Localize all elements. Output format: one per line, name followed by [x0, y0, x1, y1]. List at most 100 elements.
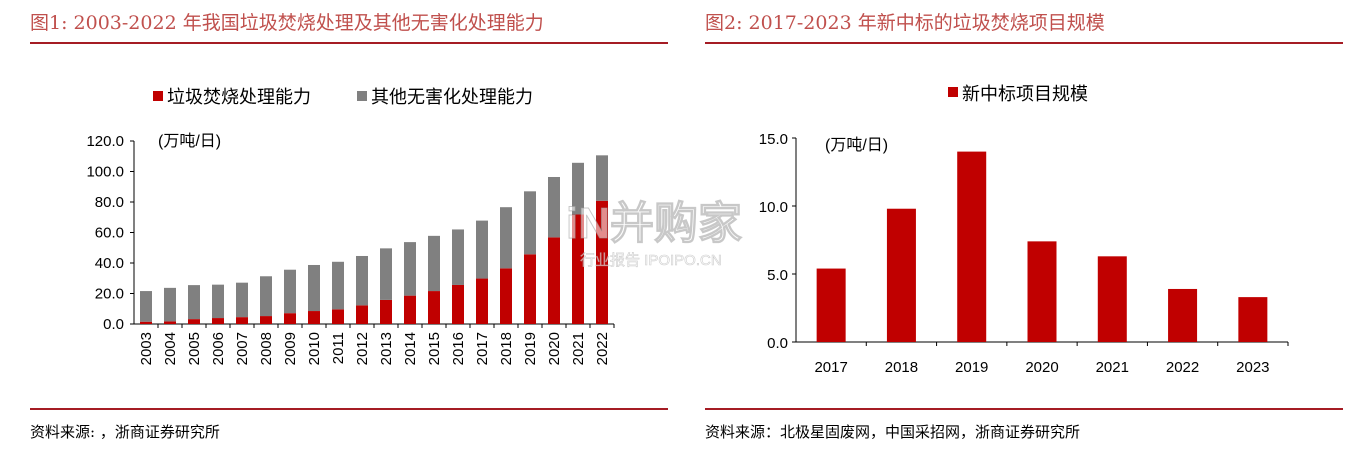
x-tick-label: 2018: [498, 332, 515, 365]
bar: [164, 287, 176, 322]
x-tick-label: 2010: [306, 332, 323, 365]
x-tick-label: 2021: [1096, 359, 1129, 376]
bar: [886, 208, 916, 342]
y-tick-label: 5.0: [767, 267, 788, 284]
figure-1-title: 图1: 2003-2022 年我国垃圾焚烧处理及其他无害化处理能力: [30, 12, 544, 34]
y-tick-label: 10.0: [759, 199, 788, 216]
legend-label: 其他无害化处理能力: [371, 87, 533, 107]
bar: [1238, 297, 1268, 342]
figure-1-source: 资料来源: ，浙商证券研究所: [30, 423, 220, 441]
bar: [212, 318, 224, 324]
bar: [284, 313, 296, 324]
figure-2-source: 资料来源：北极星固废网，中国采招网，浙商证券研究所: [705, 423, 1081, 441]
bar: [1027, 241, 1057, 342]
source-rule: [30, 408, 668, 410]
y-tick-label: 40.0: [95, 255, 124, 272]
bar: [188, 285, 200, 320]
x-tick-label: 2018: [885, 359, 918, 376]
y-tick-label: 60.0: [95, 225, 124, 242]
title-rule: [30, 42, 668, 44]
y-tick-label: 100.0: [86, 164, 124, 181]
x-tick-label: 2019: [522, 332, 539, 365]
x-tick-label: 2023: [1236, 359, 1269, 376]
bar: [260, 316, 272, 324]
bar: [308, 264, 320, 312]
x-tick-label: 2014: [402, 332, 419, 365]
x-tick-label: 2008: [258, 332, 275, 365]
bar: [140, 321, 152, 324]
bar: [476, 220, 488, 279]
bar: [548, 237, 560, 324]
bar: [308, 311, 320, 324]
chart-1-svg: 0.0 20.0 40.0 60.0 80.0 100.0 120.0 (万吨/日) 2003 2…: [86, 87, 615, 365]
y-tick-label: 0.0: [767, 335, 788, 352]
bar: [524, 191, 536, 255]
legend-swatch: [948, 87, 958, 97]
bar: [164, 321, 176, 324]
bar: [212, 284, 224, 319]
bar: [476, 278, 488, 324]
bar: [596, 155, 608, 201]
bar: [816, 268, 846, 342]
bar: [957, 151, 987, 342]
x-tick-label: 2009: [282, 332, 299, 365]
bar: [548, 176, 560, 238]
bar: [188, 319, 200, 324]
bar: [524, 254, 536, 324]
x-tick-label: 2017: [814, 359, 847, 376]
y-tick-label: 20.0: [95, 286, 124, 303]
bar: [452, 229, 464, 285]
x-tick-label: 2011: [330, 332, 347, 364]
bar: [356, 255, 368, 306]
x-tick-label: 2022: [1166, 359, 1199, 376]
bar: [332, 309, 344, 324]
title-rule: [705, 42, 1343, 44]
x-tick-label: 2022: [594, 332, 611, 365]
bar: [1168, 288, 1198, 342]
unit-label: (万吨/日): [158, 132, 221, 150]
bar: [500, 268, 512, 324]
bar: [140, 291, 152, 322]
bar: [404, 242, 416, 296]
bar: [404, 295, 416, 324]
x-tick-label: 2020: [546, 332, 563, 365]
x-tick-label: 2019: [955, 359, 988, 376]
bar: [380, 299, 392, 324]
bar: [380, 248, 392, 300]
bar: [332, 261, 344, 310]
y-tick-label: 80.0: [95, 194, 124, 211]
legend-swatch: [153, 91, 163, 101]
x-tick-label: 2016: [450, 332, 467, 365]
bar: [596, 200, 608, 324]
y-tick-label: 15.0: [759, 131, 788, 148]
bar: [356, 305, 368, 324]
y-tick-label: 0.0: [103, 316, 124, 333]
figure-2-panel: 图2: 2017-2023 年新中标的垃圾焚烧项目规模 0.0 5.0 10.0 15…: [703, 0, 1343, 453]
bar: [452, 284, 464, 324]
x-tick-label: 2015: [426, 332, 443, 365]
figure-1-panel: 图1: 2003-2022 年我国垃圾焚烧处理及其他无害化处理能力 0.0 20.…: [0, 0, 668, 453]
x-tick-label: 2020: [1025, 359, 1058, 376]
bar: [572, 214, 584, 324]
bar: [236, 282, 248, 318]
x-tick-label: 2007: [234, 332, 251, 365]
x-tick-label: 2017: [474, 332, 491, 365]
figure-2-title: 图2: 2017-2023 年新中标的垃圾焚烧项目规模: [705, 12, 1105, 34]
chart-2-svg: 0.0 5.0 10.0 15.0 (万吨/日) 2017 2018 2019 2020 2021…: [759, 84, 1289, 376]
bar: [428, 291, 440, 324]
bar: [572, 162, 584, 215]
x-tick-label: 2021: [570, 332, 587, 365]
bar: [428, 235, 440, 292]
x-tick-label: 2003: [138, 332, 155, 365]
legend-swatch: [357, 91, 367, 101]
x-tick-label: 2013: [378, 332, 395, 365]
x-tick-label: 2005: [186, 332, 203, 365]
bar: [236, 317, 248, 324]
y-tick-label: 120.0: [86, 133, 124, 150]
legend-label: 新中标项目规模: [962, 84, 1088, 104]
bar: [284, 269, 296, 314]
unit-label: (万吨/日): [825, 136, 888, 154]
bar: [500, 207, 512, 269]
source-rule: [705, 408, 1343, 410]
legend-label: 垃圾焚烧处理能力: [167, 87, 311, 107]
